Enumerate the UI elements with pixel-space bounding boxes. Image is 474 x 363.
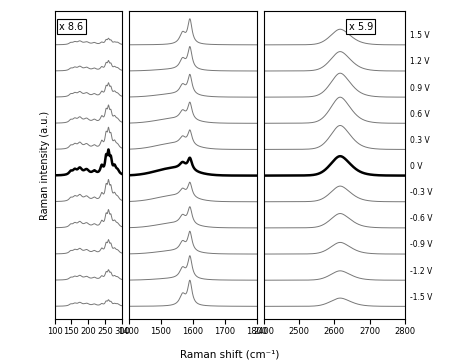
Text: -0.6 V: -0.6 V [410, 214, 432, 223]
Text: 0.6 V: 0.6 V [410, 110, 429, 119]
Text: -1.2 V: -1.2 V [410, 266, 432, 276]
Text: -0.3 V: -0.3 V [410, 188, 432, 197]
Text: -0.9 V: -0.9 V [410, 240, 432, 249]
Text: 1.2 V: 1.2 V [410, 57, 429, 66]
Text: 0.3 V: 0.3 V [410, 136, 429, 145]
Text: -1.5 V: -1.5 V [410, 293, 432, 302]
Text: x 5.9: x 5.9 [348, 22, 373, 32]
Text: 1.5 V: 1.5 V [410, 31, 429, 40]
Text: Raman shift (cm⁻¹): Raman shift (cm⁻¹) [180, 349, 280, 359]
Text: 0.9 V: 0.9 V [410, 83, 429, 93]
Y-axis label: Raman intensity (a.u.): Raman intensity (a.u.) [40, 111, 50, 220]
Text: x 8.6: x 8.6 [59, 22, 83, 32]
Text: 0 V: 0 V [410, 162, 422, 171]
